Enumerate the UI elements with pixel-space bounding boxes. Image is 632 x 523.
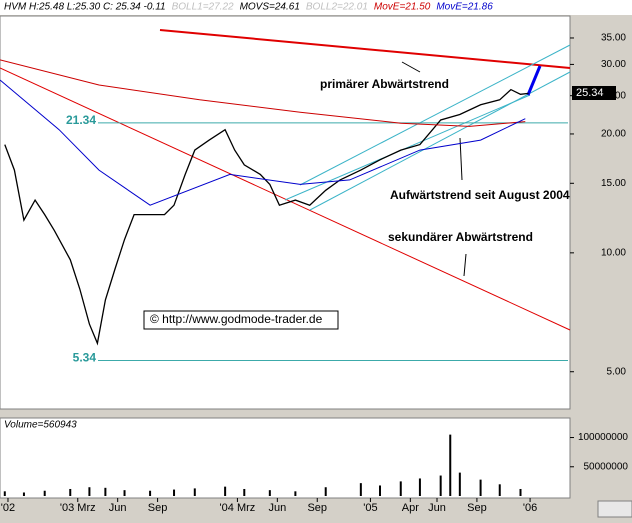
price-series (4, 88, 529, 346)
header-item: HVM H:25.48 L:25.30 C: 25.34 -0.11 (4, 2, 166, 13)
x-tick-label: Jun (428, 502, 446, 514)
primary-downtrend (159, 29, 571, 69)
volume-bar (243, 488, 246, 496)
volume-bar (324, 487, 327, 496)
volume-bar (458, 472, 461, 496)
x-tick-label: '02 (1, 502, 15, 514)
volume-bar (3, 491, 6, 496)
volume-bar (479, 479, 482, 496)
annotation: primärer Abwärtstrend (320, 77, 449, 91)
price-series (0, 59, 526, 127)
pointer (459, 137, 463, 181)
x-tick-label: Jun (109, 502, 127, 514)
channel-mid (309, 71, 571, 211)
header-item: MOVS=24.61 (240, 2, 300, 13)
y-tick-label: 20.00 (601, 129, 626, 140)
volume-bar (173, 489, 176, 496)
price-panel (0, 15, 571, 410)
channel-upper (299, 44, 571, 186)
header-item: MovE=21.86 (436, 2, 493, 13)
level-label: 5.34 (73, 351, 97, 365)
volume-bar (418, 478, 421, 496)
x-tick-label: '05 (363, 502, 377, 514)
copyright-box (143, 310, 339, 330)
pointer (401, 61, 421, 73)
x-tick-label: '04 Mrz (220, 502, 256, 514)
annotation: sekundärer Abwärtstrend (388, 230, 533, 244)
y-tick-label: 5.00 (607, 366, 627, 377)
y-tick-label: 30.00 (601, 59, 626, 70)
header-bar (0, 0, 632, 15)
x-tick-label: Sep (467, 502, 487, 514)
x-tick-label: '03 Mrz (60, 502, 96, 514)
volume-bar (224, 486, 227, 496)
copyright: © http://www.godmode-trader.de (150, 312, 323, 326)
annotation: Aufwärtstrend seit August 2004 (390, 188, 570, 202)
y-tick-label: 25.00 (601, 90, 626, 101)
y-tick-label: 100000000 (578, 432, 628, 443)
volume-bar (22, 492, 25, 496)
x-tick-label: Apr (402, 502, 419, 514)
level-label: 21.34 (66, 113, 96, 127)
volume-bar (193, 488, 196, 496)
last-price: 25.34 (576, 87, 604, 99)
volume-bar (69, 488, 72, 496)
tool-button[interactable] (597, 500, 632, 518)
header-item: BOLL1=27.22 (172, 2, 234, 13)
volume-bar (439, 475, 442, 496)
last-price-tag (572, 86, 616, 100)
volume-bar (88, 487, 91, 496)
y-tick-label: 50000000 (584, 461, 629, 472)
y-tick-label: 35.00 (601, 33, 626, 44)
volume-bar (498, 484, 501, 496)
y-tick-label: 10.00 (601, 247, 626, 258)
x-tick-label: Jun (268, 502, 286, 514)
x-tick-label: Sep (148, 502, 168, 514)
volume-bar (104, 487, 107, 496)
blue-arrow (526, 65, 542, 96)
pointer (463, 253, 467, 277)
volume-bar (379, 485, 381, 496)
volume-bar (359, 483, 362, 496)
volume-title: Volume=560943 (4, 420, 77, 431)
volume-bar (449, 434, 452, 496)
volume-bar (519, 488, 522, 496)
y-tick-label: 15.00 (601, 178, 626, 189)
volume-bar (399, 481, 402, 496)
volume-bar (123, 490, 126, 496)
volume-bar (149, 490, 152, 496)
volume-bar (268, 490, 271, 496)
x-tick-label: '06 (523, 502, 537, 514)
secondary-downtrend (0, 67, 571, 331)
volume-bar (43, 490, 46, 496)
volume-panel (0, 417, 571, 499)
x-tick-label: Sep (307, 502, 327, 514)
header-item: MovE=21.50 (374, 2, 431, 13)
volume-bar (294, 491, 297, 496)
header-item: BOLL2=22.01 (306, 2, 368, 13)
price-series (0, 79, 526, 206)
